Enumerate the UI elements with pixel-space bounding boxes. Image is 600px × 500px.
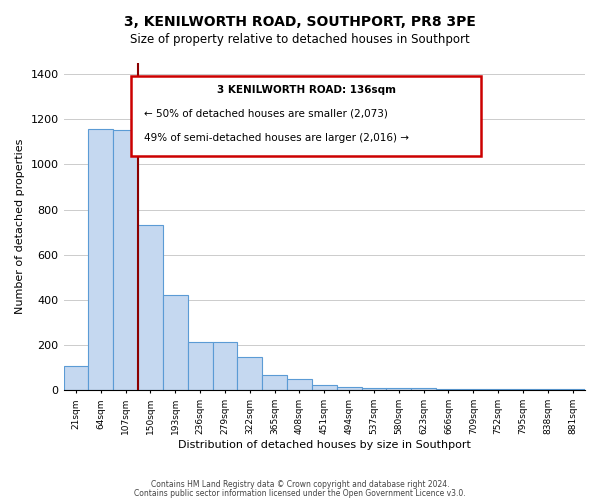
- Bar: [163, 296, 188, 390]
- X-axis label: Distribution of detached houses by size in Southport: Distribution of detached houses by size …: [178, 440, 471, 450]
- Y-axis label: Number of detached properties: Number of detached properties: [15, 139, 25, 314]
- Text: Size of property relative to detached houses in Southport: Size of property relative to detached ho…: [130, 32, 470, 46]
- Bar: [212, 342, 238, 390]
- Text: ← 50% of detached houses are smaller (2,073): ← 50% of detached houses are smaller (2,…: [145, 108, 388, 118]
- Bar: [287, 379, 312, 390]
- Bar: [238, 356, 262, 390]
- Bar: [138, 226, 163, 390]
- Text: Contains HM Land Registry data © Crown copyright and database right 2024.: Contains HM Land Registry data © Crown c…: [151, 480, 449, 489]
- Text: Contains public sector information licensed under the Open Government Licence v3: Contains public sector information licen…: [134, 489, 466, 498]
- Bar: [113, 130, 138, 390]
- Text: 49% of semi-detached houses are larger (2,016) →: 49% of semi-detached houses are larger (…: [145, 133, 409, 143]
- FancyBboxPatch shape: [131, 76, 481, 156]
- Text: 3, KENILWORTH ROAD, SOUTHPORT, PR8 3PE: 3, KENILWORTH ROAD, SOUTHPORT, PR8 3PE: [124, 15, 476, 29]
- Bar: [312, 385, 337, 390]
- Bar: [88, 129, 113, 390]
- Bar: [262, 374, 287, 390]
- Bar: [188, 342, 212, 390]
- Bar: [64, 366, 88, 390]
- Bar: [411, 388, 436, 390]
- Bar: [362, 388, 386, 390]
- Bar: [386, 388, 411, 390]
- Text: 3 KENILWORTH ROAD: 136sqm: 3 KENILWORTH ROAD: 136sqm: [217, 86, 395, 96]
- Bar: [337, 387, 362, 390]
